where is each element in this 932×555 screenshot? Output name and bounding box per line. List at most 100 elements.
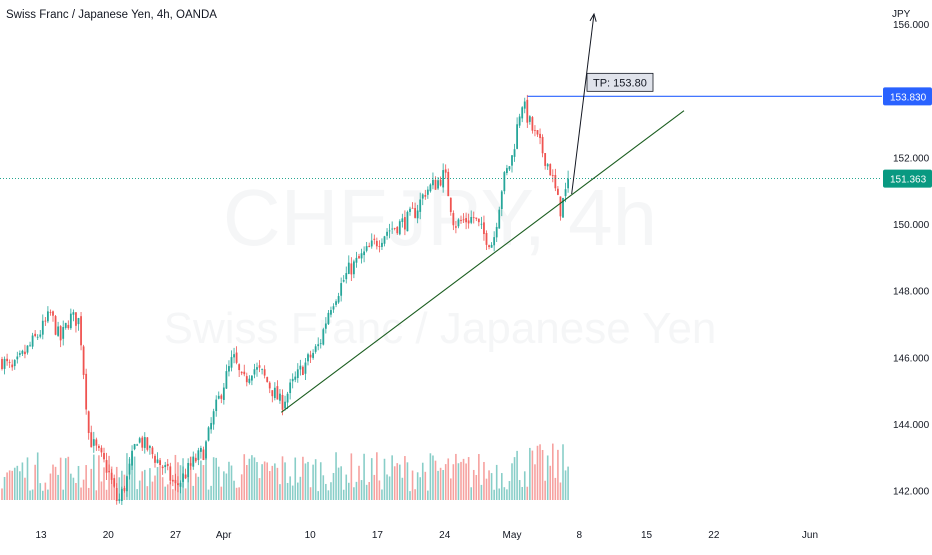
candle-body: [475, 217, 478, 219]
volume-bar: [401, 477, 404, 500]
volume-bar: [95, 490, 98, 500]
volume-bar: [202, 465, 205, 500]
candle-body: [317, 344, 320, 347]
volume-bar: [424, 471, 427, 500]
candle-body: [105, 460, 108, 473]
candle-body: [467, 220, 470, 224]
candle-body: [404, 217, 406, 230]
volume-bar: [518, 480, 521, 500]
volume-bar: [235, 487, 238, 500]
candle-body: [16, 356, 19, 360]
volume-bars: [1, 443, 569, 500]
candle-body: [355, 257, 358, 263]
volume-bar: [100, 481, 103, 500]
candle-body: [126, 476, 128, 492]
candle-body: [59, 326, 62, 341]
candle-body: [393, 228, 396, 229]
candle-body: [256, 367, 258, 370]
volume-bar: [483, 461, 485, 500]
candle-body: [174, 479, 177, 484]
volume-bar: [90, 468, 93, 500]
candle-body: [90, 432, 93, 448]
volume-bar: [409, 491, 411, 500]
volume-bar: [67, 456, 70, 500]
volume-bar: [557, 449, 559, 500]
time-axis: 13 20 27 Apr 10 17 24 May 8 15 22 Jun: [35, 530, 818, 541]
volume-bar: [19, 471, 21, 500]
candle-body: [276, 386, 279, 400]
candle-body: [398, 221, 401, 235]
candle-body: [192, 456, 195, 467]
volume-bar: [24, 477, 26, 500]
candle-body: [266, 377, 269, 383]
volume-bar: [345, 474, 348, 500]
volume-bar: [501, 473, 503, 500]
volume-bar: [205, 453, 207, 500]
volume-bar: [200, 460, 202, 500]
candle-body: [342, 280, 345, 282]
candle-body: [169, 466, 172, 481]
volume-bar: [531, 450, 534, 500]
candle-body: [177, 483, 179, 486]
volume-bar: [406, 462, 409, 500]
volume-bar: [348, 482, 350, 500]
candle-body: [327, 312, 330, 325]
volume-bar: [62, 489, 64, 500]
volume-bar: [105, 489, 108, 500]
volume-bar: [121, 470, 123, 500]
candle-body: [319, 343, 322, 345]
volume-bar: [536, 445, 539, 500]
tp-price-badge-text: 153.830: [890, 92, 927, 103]
candle-body: [294, 376, 297, 380]
candle-body: [490, 244, 493, 248]
volume-bar: [554, 477, 557, 500]
volume-bar: [141, 471, 144, 500]
volume-bar: [197, 476, 200, 500]
candle-body: [44, 320, 47, 322]
volume-bar: [342, 489, 345, 500]
candle-body: [332, 306, 335, 310]
candle-body: [442, 170, 445, 188]
candle-body: [526, 99, 529, 123]
candle-body: [539, 133, 541, 139]
candle-body: [495, 226, 498, 238]
candle-body: [541, 136, 544, 154]
watermark: CHFJPY, 4h Swiss Franc / Japanese Yen: [164, 173, 717, 353]
volume-bar: [49, 473, 52, 500]
candle-body: [363, 251, 365, 256]
candle-body: [123, 487, 126, 491]
candle-body: [271, 390, 274, 397]
candle-body: [128, 463, 131, 475]
volume-bar: [31, 489, 34, 500]
candle-body: [307, 354, 309, 362]
candle-body: [217, 395, 220, 399]
volume-bar: [309, 487, 312, 500]
candle-body: [546, 164, 549, 167]
candle-body: [69, 313, 72, 329]
volume-bar: [26, 457, 29, 500]
candle-body: [330, 310, 332, 315]
candle-body: [205, 441, 207, 459]
volume-bar: [146, 486, 149, 500]
candle-body: [360, 253, 363, 259]
candle-body: [179, 482, 182, 487]
volume-bar: [475, 475, 478, 500]
volume-bar: [70, 473, 72, 500]
candle-body: [1, 358, 3, 369]
volume-bar: [207, 489, 210, 500]
candle-body: [230, 357, 233, 368]
volume-bar: [52, 464, 54, 500]
candle-body: [437, 180, 439, 189]
candle-body: [506, 168, 508, 173]
candle-body: [289, 382, 292, 394]
volume-bar: [506, 489, 508, 500]
volume-bar: [8, 470, 11, 500]
candle-body: [370, 240, 373, 247]
volume-bar: [541, 449, 544, 500]
candle-body: [11, 364, 14, 368]
volume-bar: [131, 453, 133, 500]
candle-body: [551, 175, 554, 176]
candle-body: [391, 228, 394, 230]
